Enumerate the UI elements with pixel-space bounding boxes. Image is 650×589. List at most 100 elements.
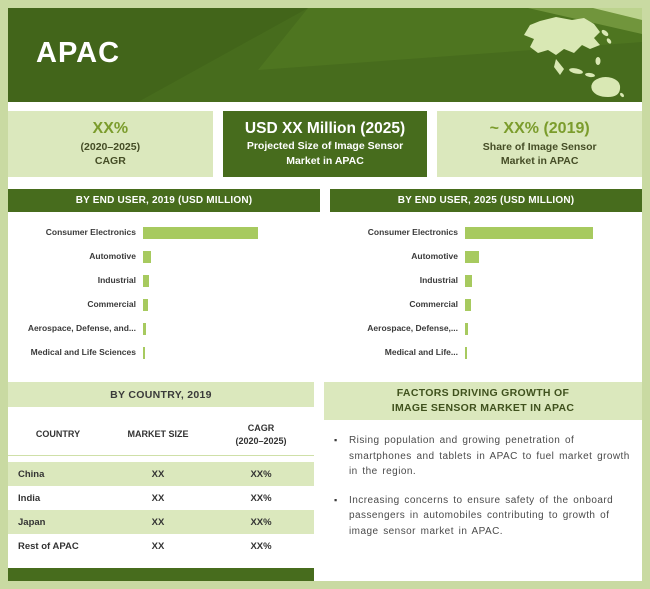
bar-chart-2025: Consumer Electronics Automotive Industrial… (330, 212, 642, 370)
bar-track (465, 323, 642, 335)
bar-category-label: Medical and Life... (384, 347, 458, 358)
apac-map-shapes (524, 17, 624, 98)
factors-title-line-1: FACTORS DRIVING GROWTH OF (396, 387, 570, 399)
factors-title-line-2: IMAGE SENSOR MARKET IN APAC (391, 402, 575, 415)
market-size-cell: XX (151, 540, 165, 552)
bar-track (143, 323, 320, 335)
table-row: Japan XX XX% (8, 510, 314, 534)
bar-track (465, 347, 642, 359)
charts-row: BY END USER, 2019 (USD MILLION) Consumer… (8, 189, 642, 370)
bar-category-label: Industrial (419, 275, 458, 286)
apac-map-icon (524, 17, 624, 98)
market-share-caption-2: Market in APAC (500, 155, 579, 168)
bar-row: Automotive (330, 245, 642, 269)
infographic: APAC XX% (2020–2025) C (8, 8, 643, 581)
country-table-panel: BY COUNTRY, 2019 COUNTRY MARKET SIZE CAG… (8, 382, 314, 581)
bar-category-label: Industrial (97, 275, 136, 286)
factor-bullet: Increasing concerns to ensure safety of … (334, 493, 640, 540)
projected-size-value: USD XX Million (2025) (244, 120, 406, 138)
projected-size-caption-2: Market in APAC (286, 155, 364, 168)
column-cagr-label: CAGR (247, 422, 275, 433)
bar-row: Medical and Life... (330, 341, 642, 365)
bar-track (465, 227, 642, 239)
bar-row: Industrial (8, 269, 320, 293)
bar-row: Industrial (330, 269, 642, 293)
chart-title-2019: BY END USER, 2019 (USD MILLION) (8, 189, 320, 212)
cagr-value: XX% (92, 119, 129, 137)
table-footer-bar (8, 568, 314, 581)
cagr-cell: XX% (250, 516, 272, 528)
country-table-body: China XX XX% India XX XX% Japan XX XX% Rest of AP… (8, 462, 314, 558)
chart-panel-2025: BY END USER, 2025 (USD MILLION) Consumer… (330, 189, 642, 370)
stat-market-share: ~ XX% (2019) Share of Image Sensor Marke… (437, 111, 643, 177)
bar (143, 227, 258, 239)
bar (143, 323, 146, 335)
bar-row: Medical and Life Sciences (8, 341, 320, 365)
country-table-header: COUNTRY MARKET SIZE CAGR (2020–2025) (8, 415, 314, 456)
column-cagr: CAGR (2020–2025) (208, 422, 314, 449)
market-size-cell: XX (151, 468, 165, 480)
country-cell: China (18, 468, 45, 480)
bar-track (465, 251, 642, 263)
bar-chart-2019: Consumer Electronics Automotive Industrial… (8, 212, 320, 370)
factors-list: Rising population and growing penetratio… (334, 433, 640, 552)
bar-track (143, 227, 320, 239)
bar-track (143, 347, 320, 359)
bar-row: Commercial (330, 293, 642, 317)
bar-category-label: Aerospace, Defense,... (367, 323, 458, 334)
cagr-cell: XX% (250, 540, 272, 552)
stat-projected-size: USD XX Million (2025) Projected Size of … (222, 111, 428, 177)
bar-category-label: Automotive (411, 251, 458, 262)
bar-category-label: Aerospace, Defense, and... (27, 323, 136, 334)
bar (143, 299, 149, 311)
region-title: APAC (36, 37, 121, 69)
stat-cagr: XX% (2020–2025) CAGR (8, 111, 213, 177)
factor-bullet: Rising population and growing penetratio… (334, 433, 640, 480)
market-size-cell: XX (151, 516, 165, 528)
market-size-cell: XX (151, 492, 165, 504)
bar (465, 299, 472, 311)
bar-track (143, 299, 320, 311)
cagr-cell: XX% (250, 492, 272, 504)
table-row: China XX XX% (8, 462, 314, 486)
header-banner: APAC (8, 8, 642, 102)
bar-category-label: Medical and Life Sciences (30, 347, 136, 358)
bar (465, 227, 593, 239)
factors-panel: FACTORS DRIVING GROWTH OF IMAGE SENSOR M… (324, 382, 642, 581)
bar-category-label: Consumer Electronics (367, 227, 458, 238)
bar-category-label: Commercial (87, 299, 136, 310)
chart-title-2025: BY END USER, 2025 (USD MILLION) (330, 189, 642, 212)
market-share-value: ~ XX% (2019) (489, 119, 590, 137)
stats-row: XX% (2020–2025) CAGR USD XX Million (202… (8, 111, 643, 177)
bar-category-label: Consumer Electronics (45, 227, 136, 238)
table-row: India XX XX% (8, 486, 314, 510)
projected-size-caption-1: Projected Size of Image Sensor (246, 140, 404, 153)
country-table-title: BY COUNTRY, 2019 (8, 382, 314, 407)
table-row: Rest of APAC XX XX% (8, 534, 314, 558)
bar (465, 347, 468, 359)
bar-row: Consumer Electronics (330, 221, 642, 245)
bar-track (465, 275, 642, 287)
market-share-caption-1: Share of Image Sensor (482, 140, 597, 153)
bar (465, 251, 480, 263)
column-country: COUNTRY (35, 429, 81, 440)
cagr-cell: XX% (250, 468, 272, 480)
bar-category-label: Automotive (89, 251, 136, 262)
chart-panel-2019: BY END USER, 2019 (USD MILLION) Consumer… (8, 189, 320, 370)
bottom-row: BY COUNTRY, 2019 COUNTRY MARKET SIZE CAG… (8, 382, 642, 581)
bar-category-label: Commercial (409, 299, 458, 310)
bar (465, 275, 473, 287)
bar-row: Aerospace, Defense,... (330, 317, 642, 341)
bar-track (143, 275, 320, 287)
bar (465, 323, 469, 335)
bar-track (465, 299, 642, 311)
bar-row: Commercial (8, 293, 320, 317)
bar-row: Automotive (8, 245, 320, 269)
bar (143, 251, 152, 263)
country-cell: Japan (18, 516, 46, 528)
cagr-label: CAGR (94, 155, 126, 168)
country-cell: India (18, 492, 41, 504)
column-market-size: MARKET SIZE (127, 429, 189, 440)
bar (143, 347, 145, 359)
